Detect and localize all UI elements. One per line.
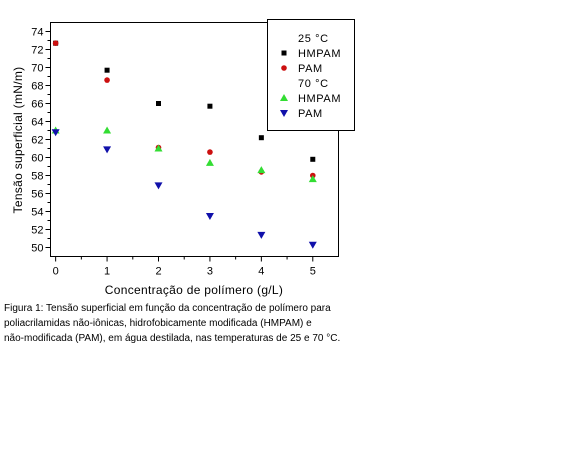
legend: 25 °C HMPAM PAM 70 °C HMPAM PAM [267, 19, 355, 131]
caption-line: não-modificada (PAM), em água destilada,… [4, 333, 341, 344]
legend-marker [281, 50, 287, 56]
y-tick-label: 62 [31, 135, 43, 147]
x-tick-label: 0 [53, 266, 59, 278]
y-tick-label: 56 [31, 189, 43, 201]
legend-series-name: PAM [298, 63, 323, 75]
data-point [156, 101, 161, 106]
data-point [103, 146, 112, 154]
data-point [104, 67, 110, 73]
legend-series-name: HMPAM [298, 48, 341, 60]
y-tick-label: 66 [31, 99, 43, 111]
y-tick-label: 68 [31, 81, 43, 93]
data-point [207, 149, 213, 155]
y-tick-label: 54 [31, 207, 43, 219]
y-tick-label: 64 [31, 117, 43, 129]
data-point [310, 156, 316, 162]
data-point [308, 175, 317, 183]
x-tick-label: 5 [310, 266, 316, 278]
data-point [154, 182, 163, 190]
x-axis-title: Concentração de polímero (g/L) [105, 283, 283, 297]
x-tick-label: 3 [207, 266, 213, 278]
y-tick-label: 52 [31, 225, 43, 237]
data-point [103, 126, 112, 134]
data-point [308, 241, 317, 249]
x-tick-label: 1 [104, 266, 110, 278]
y-tick-label: 58 [31, 171, 43, 183]
legend-series-name: HMPAM [298, 93, 341, 105]
y-tick-label: 70 [31, 63, 43, 75]
y-tick-label: 60 [31, 153, 43, 165]
legend-marker [280, 94, 288, 101]
data-point [258, 135, 264, 141]
chart: 50 52 54 56 58 60 62 64 66 68 70 72 74 0 1 2 3 4 5 Concent… [11, 19, 355, 297]
data-point [205, 158, 214, 166]
data-point [51, 129, 60, 137]
y-tick-label: 72 [31, 45, 43, 57]
y-tick-label: 50 [31, 243, 43, 255]
data-points [51, 40, 317, 249]
x-tick-label: 4 [258, 266, 264, 278]
data-point [52, 40, 59, 46]
legend-series-name: PAM [298, 108, 323, 120]
data-point [154, 144, 163, 152]
legend-group-title: 25 °C [298, 33, 329, 45]
y-axis-title: Tensão superficial (mN/m) [11, 67, 25, 214]
axes: 50 52 54 56 58 60 62 64 66 68 70 72 74 0 1 2 3 4 5 [31, 27, 316, 278]
caption-line: poliacrilamidas não-iônicas, hidrofobica… [4, 318, 312, 329]
data-point [104, 77, 110, 83]
data-point [205, 213, 214, 220]
legend-marker [280, 110, 288, 117]
legend-marker [281, 65, 287, 71]
caption-line: Figura 1: Tensão superficial em função d… [4, 303, 331, 314]
legend-group-title: 70 °C [298, 78, 329, 90]
data-point [257, 231, 266, 239]
data-point [257, 166, 266, 174]
figure-caption: Figura 1: Tensão superficial em função d… [4, 301, 384, 346]
data-point [207, 103, 213, 109]
y-tick-label: 74 [31, 27, 43, 39]
x-tick-label: 2 [155, 266, 161, 278]
